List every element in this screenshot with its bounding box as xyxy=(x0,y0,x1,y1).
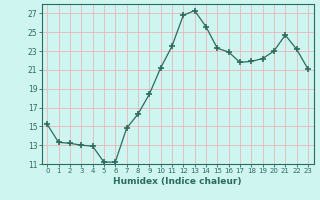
X-axis label: Humidex (Indice chaleur): Humidex (Indice chaleur) xyxy=(113,177,242,186)
